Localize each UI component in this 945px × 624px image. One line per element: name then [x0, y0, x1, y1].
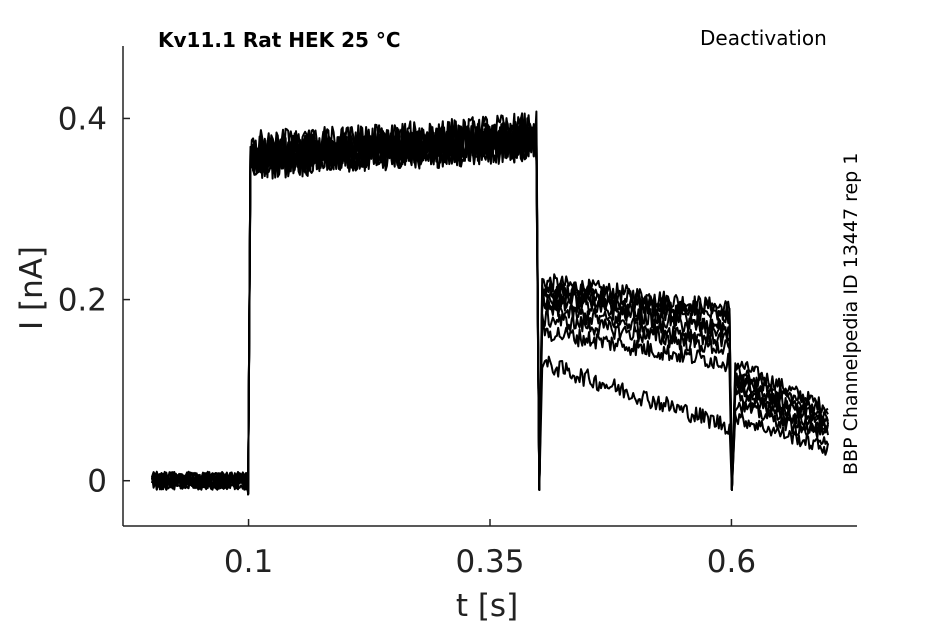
x-tick-label: 0.1: [224, 544, 273, 580]
channelpedia-id-label: BBP Channelpedia ID 13447 rep 1: [840, 153, 862, 475]
y-tick-label: 0.4: [58, 101, 107, 137]
y-axis-label: I [nA]: [14, 246, 50, 330]
y-tick-label: 0.2: [58, 283, 107, 319]
protocol-label: Deactivation: [700, 26, 827, 50]
ticks: 0.1 0.35 0.6 0 0.2 0.4: [58, 101, 756, 580]
chart-title: Kv11.1 Rat HEK 25 °C: [158, 28, 401, 52]
x-tick-label: 0.35: [455, 544, 524, 580]
x-axis-label: t [s]: [456, 588, 518, 624]
x-tick-label: 0.6: [707, 544, 756, 580]
y-tick-label: 0: [87, 464, 107, 500]
traces: [151, 110, 829, 496]
current-trace-9: [151, 125, 829, 496]
